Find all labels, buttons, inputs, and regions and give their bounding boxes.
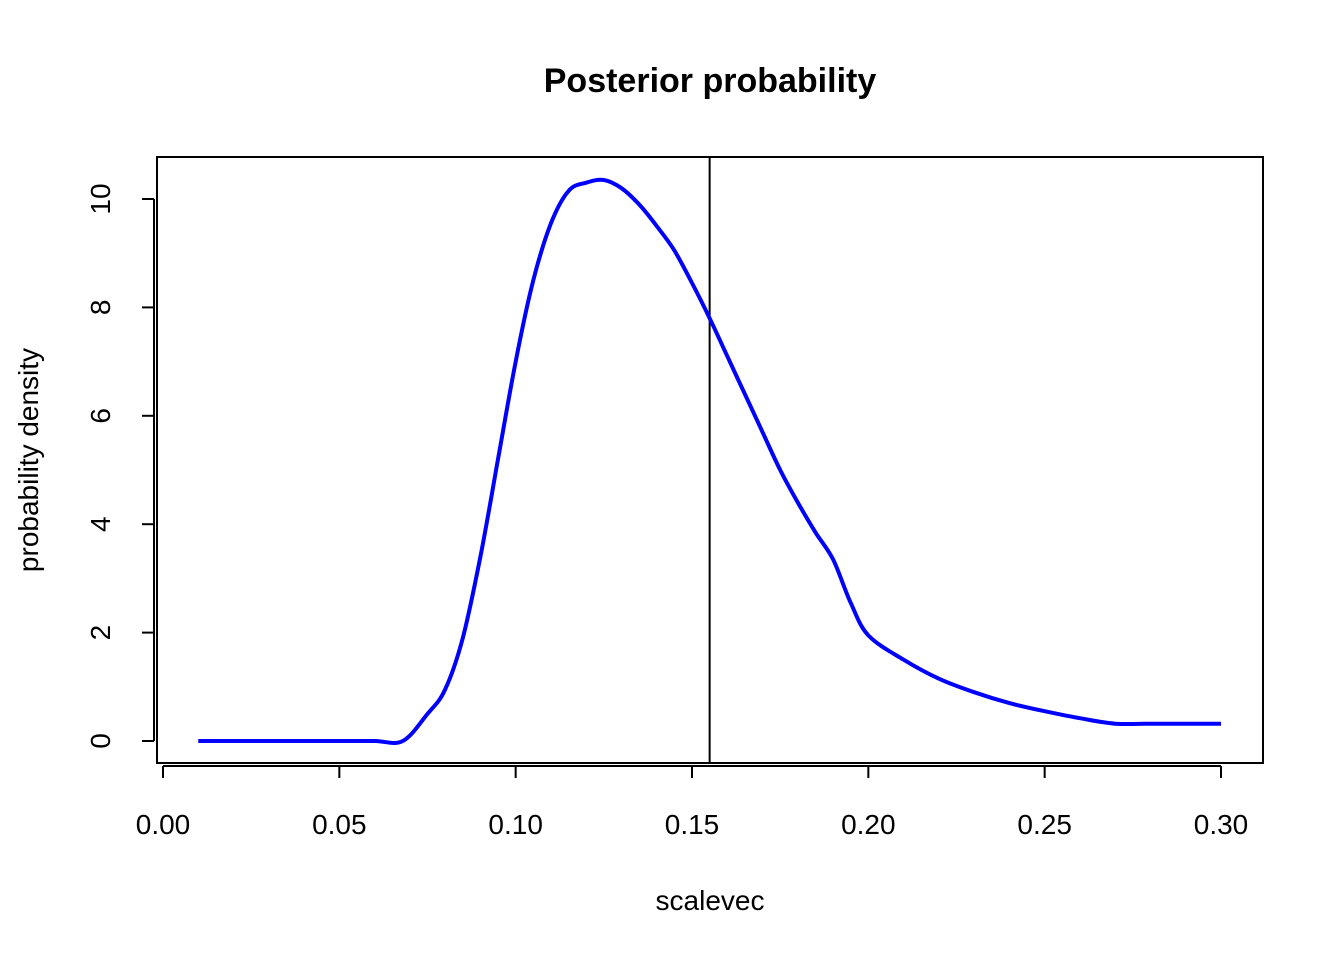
x-tick-label: 0.15 [665,809,720,840]
y-tick-label: 8 [85,300,116,316]
plot-frame [156,156,1264,764]
x-tick-label: 0.20 [841,809,896,840]
y-tick-label: 6 [85,408,116,424]
y-axis: 0 2 4 6 8 10 [85,183,155,749]
x-axis: 0.00 0.05 0.10 0.15 0.20 0.25 0.30 [136,765,1249,840]
y-tick-label: 0 [85,733,116,749]
x-tick-label: 0.10 [488,809,543,840]
y-axis-label: probability density [13,348,44,572]
posterior-density-line [198,177,1221,745]
y-tick-label: 10 [85,183,116,214]
x-axis-label: scalevec [656,885,765,916]
y-tick-label: 2 [85,625,116,641]
chart-title: Posterior probability [544,62,877,100]
x-tick-label: 0.30 [1194,809,1249,840]
x-tick-label: 0.25 [1017,809,1072,840]
x-tick-label: 0.05 [312,809,367,840]
y-tick-label: 4 [85,516,116,532]
x-tick-label: 0.00 [136,809,191,840]
